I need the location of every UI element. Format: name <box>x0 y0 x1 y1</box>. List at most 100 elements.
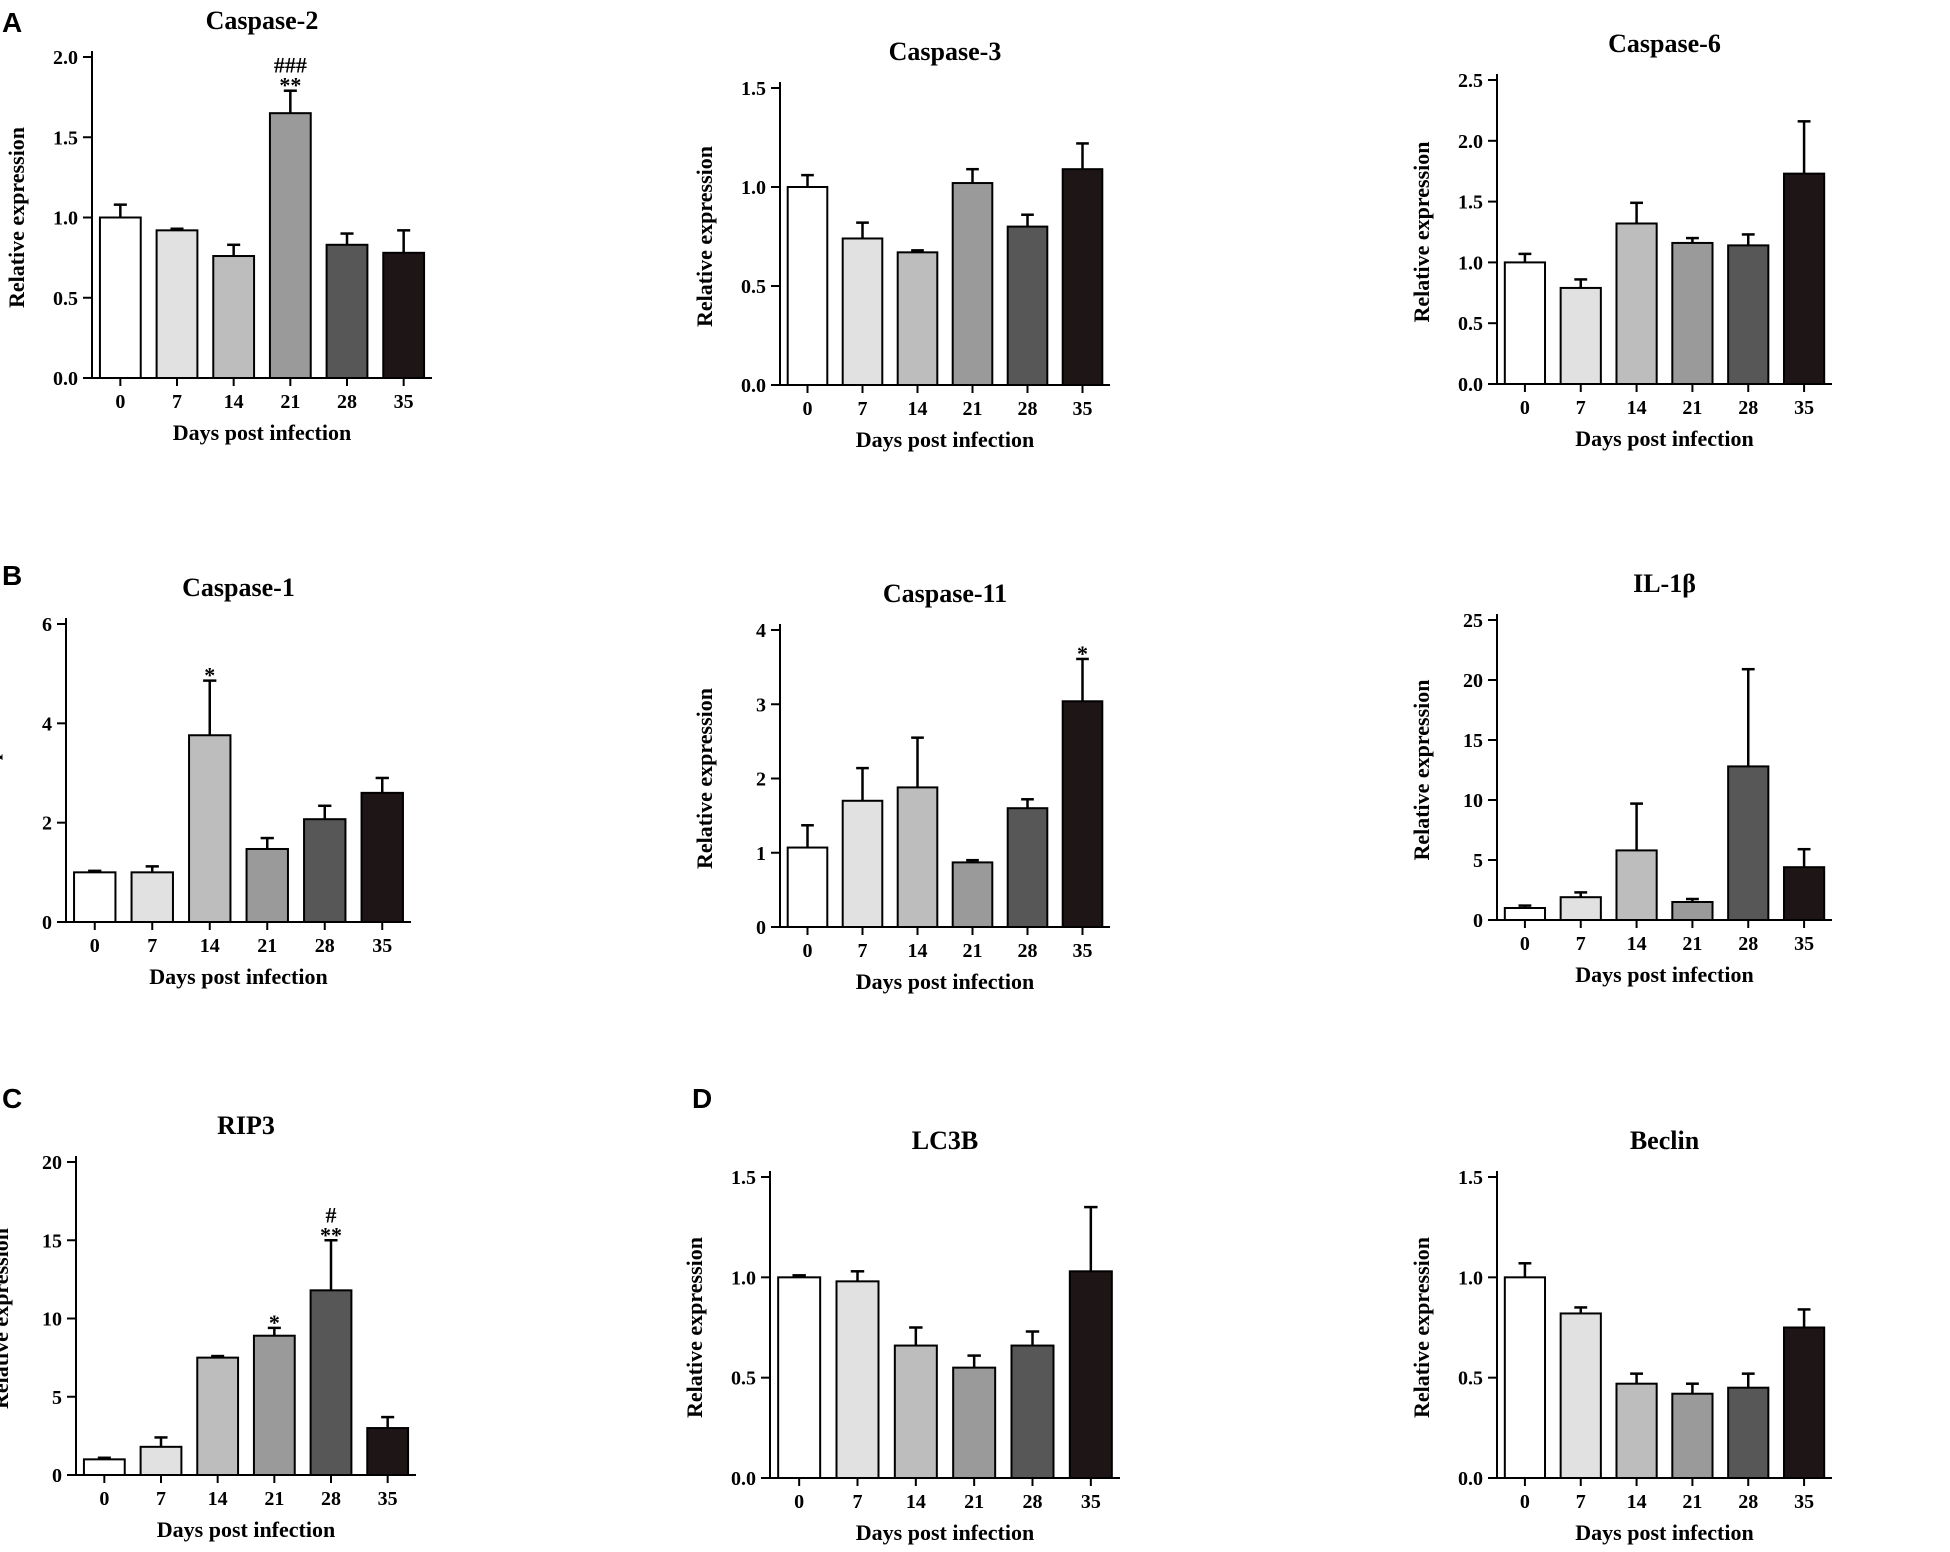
bar-21 <box>952 1366 997 1479</box>
x-tick-label-28: 28 <box>315 935 335 957</box>
bar-0 <box>777 1276 822 1480</box>
bar-35 <box>360 791 404 923</box>
y-tick-label: 4 <box>756 620 766 642</box>
bar-0 <box>1503 261 1547 385</box>
bar-7 <box>841 799 884 929</box>
bar-28 <box>1727 244 1770 385</box>
bar-0 <box>98 216 142 379</box>
x-tick-label-0: 0 <box>1520 1491 1530 1513</box>
x-tick-label-21: 21 <box>963 398 983 420</box>
x-tick-label-35: 35 <box>394 391 414 413</box>
x-tick-label-28: 28 <box>321 1488 341 1510</box>
panel-letter-d: D <box>692 1083 712 1114</box>
x-tick-label-21: 21 <box>257 935 277 957</box>
bar-28 <box>1727 765 1770 922</box>
y-tick-label: 2 <box>756 769 766 791</box>
bar-28 <box>309 1289 353 1476</box>
x-tick-label-28: 28 <box>1018 398 1038 420</box>
x-tick-label-7: 7 <box>858 940 868 962</box>
x-tick-label-35: 35 <box>1794 1491 1814 1513</box>
y-tick-label: 1.5 <box>53 127 78 149</box>
bar-14 <box>1615 1382 1658 1479</box>
y-axis-label: Relative expression <box>1409 141 1434 322</box>
x-tick-label-0: 0 <box>1520 397 1530 419</box>
y-tick-label: 4 <box>42 713 52 735</box>
significance-mark: ** <box>279 73 301 98</box>
y-tick-label: 1.0 <box>1458 252 1483 274</box>
y-tick-label: 10 <box>1463 790 1483 812</box>
bar-35 <box>366 1427 410 1477</box>
x-tick-label-7: 7 <box>1576 933 1586 955</box>
bar-21 <box>1671 901 1714 921</box>
x-tick-label-7: 7 <box>853 1491 863 1513</box>
x-tick-label-14: 14 <box>906 1491 926 1513</box>
x-tick-label-7: 7 <box>1576 397 1586 419</box>
y-axis-label: Relative expression <box>1409 1237 1434 1418</box>
x-tick-label-0: 0 <box>803 398 813 420</box>
x-tick-label-0: 0 <box>99 1488 109 1510</box>
bar-7 <box>841 237 884 386</box>
y-tick-label: 5 <box>52 1387 62 1409</box>
bar-14 <box>1615 849 1658 922</box>
chart-title: RIP3 <box>217 1111 275 1140</box>
x-tick-label-21: 21 <box>1682 933 1702 955</box>
x-tick-label-7: 7 <box>156 1488 166 1510</box>
x-tick-label-0: 0 <box>794 1491 804 1513</box>
y-tick-label: 15 <box>1463 730 1483 752</box>
y-tick-label: 6 <box>42 614 52 636</box>
bar-0 <box>786 846 829 928</box>
bar-21 <box>951 861 994 929</box>
y-tick-label: 0 <box>52 1465 62 1487</box>
bar-7 <box>1559 896 1602 922</box>
x-tick-label-21: 21 <box>1682 397 1702 419</box>
bar-7 <box>1559 1312 1602 1480</box>
chart-caspase-2: A Caspase-2 0.0 0.5 1.0 1.5 2.0 Relative expres… <box>2 6 432 445</box>
y-tick-label: 3 <box>756 694 766 716</box>
y-tick-label: 20 <box>1463 670 1483 692</box>
y-axis-label: Relative expression <box>692 146 717 327</box>
bar-0 <box>1503 1276 1547 1480</box>
y-tick-label: 0.0 <box>53 368 78 390</box>
bar-21 <box>268 112 312 380</box>
bar-28 <box>1010 1344 1055 1480</box>
x-axis-label: Days post infection <box>856 969 1034 994</box>
y-tick-label: 0.5 <box>741 276 766 298</box>
x-tick-label-28: 28 <box>337 391 357 413</box>
bar-0 <box>73 871 117 923</box>
x-axis-label: Days post infection <box>1575 426 1753 451</box>
x-axis-label: Days post infection <box>856 1520 1034 1545</box>
y-tick-label: 1.0 <box>731 1267 756 1289</box>
y-tick-label: 0.5 <box>1458 1368 1483 1390</box>
x-tick-label-0: 0 <box>1520 933 1530 955</box>
x-tick-label-14: 14 <box>908 940 928 962</box>
x-tick-label-28: 28 <box>1738 933 1758 955</box>
bar-7 <box>1559 286 1602 386</box>
y-tick-label: 0.5 <box>731 1368 756 1390</box>
bar-14 <box>893 1344 938 1480</box>
x-tick-label-7: 7 <box>147 935 157 957</box>
chart-caspase-6: Caspase-6 0.0 0.5 1.0 1.5 2.0 2.5 Relative expr… <box>1409 29 1832 451</box>
x-tick-label-21: 21 <box>964 1491 984 1513</box>
x-tick-label-35: 35 <box>1794 397 1814 419</box>
y-tick-label: 0.0 <box>731 1468 756 1490</box>
y-tick-label: 20 <box>42 1152 62 1174</box>
chart-title: Caspase-3 <box>889 37 1002 66</box>
x-tick-label-35: 35 <box>378 1488 398 1510</box>
bar-35 <box>1782 172 1826 385</box>
y-axis-label: Relative expression <box>4 127 29 308</box>
y-tick-label: 1.0 <box>53 208 78 230</box>
y-tick-label: 0 <box>42 912 52 934</box>
panel-letter-b: B <box>2 560 22 591</box>
y-axis-label: Relative expression <box>692 688 717 869</box>
chart-title: Caspase-2 <box>206 6 319 35</box>
x-tick-label-14: 14 <box>224 391 244 413</box>
y-tick-label: 5 <box>1473 850 1483 872</box>
x-tick-label-7: 7 <box>858 398 868 420</box>
bar-35 <box>1061 168 1104 386</box>
x-tick-label-0: 0 <box>90 935 100 957</box>
bar-21 <box>1671 241 1714 385</box>
y-tick-label: 1.5 <box>1458 192 1483 214</box>
x-axis-label: Days post infection <box>1575 962 1753 987</box>
chart-lc3b: D LC3B 0.0 0.5 1.0 1.5 Relative expression 0 7 14… <box>682 1083 1120 1545</box>
bar-21 <box>252 1334 296 1476</box>
